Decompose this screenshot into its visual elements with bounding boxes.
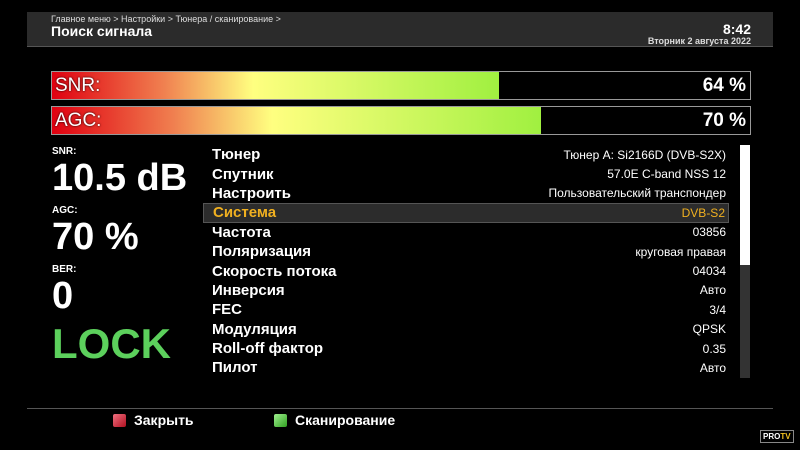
- clock: 8:42: [722, 21, 751, 37]
- param-key: Тюнер: [212, 146, 261, 164]
- param-value: Авто: [699, 360, 726, 375]
- snr-bar-percent: 64 %: [702, 75, 746, 96]
- snr-bar-fill: [52, 72, 499, 99]
- param-value: 04034: [692, 264, 726, 279]
- divider: [27, 408, 773, 409]
- channel-logo: PROTV: [760, 430, 794, 443]
- param-value: QPSK: [692, 322, 726, 337]
- header: Главное меню > Настройки > Тюнера / скан…: [27, 12, 773, 47]
- param-key: Поляризация: [212, 243, 312, 261]
- param-row[interactable]: Частота 03856: [203, 223, 729, 242]
- param-key: Спутник: [212, 165, 274, 183]
- param-key: Пилот: [212, 359, 258, 377]
- scrollbar-thumb[interactable]: [740, 145, 750, 265]
- snr-bar-label: SNR:: [55, 75, 101, 96]
- param-key: Roll-off фактор: [212, 340, 324, 358]
- param-value: DVB-S2: [681, 205, 725, 220]
- agc-bar-percent: 70 %: [702, 110, 746, 131]
- parameter-list: Тюнер Тюнер A: Si2166D (DVB-S2X) Спутник 57…: [203, 145, 729, 378]
- param-row[interactable]: Пилот Авто: [203, 358, 729, 377]
- param-row[interactable]: Скорость потока 04034: [203, 261, 729, 280]
- param-key: Настроить: [212, 184, 291, 202]
- param-value: Тюнер A: Si2166D (DVB-S2X): [563, 147, 727, 162]
- param-row[interactable]: Спутник 57.0E C-band NSS 12: [203, 164, 729, 183]
- param-row[interactable]: Система DVB-S2: [203, 203, 729, 223]
- param-value: 0.35: [702, 341, 726, 356]
- snr-bar: SNR: 64 %: [51, 71, 751, 100]
- param-key: Частота: [212, 223, 271, 241]
- close-button[interactable]: Закрыть: [113, 412, 194, 428]
- agc-label: AGC:: [52, 205, 78, 216]
- close-label: Закрыть: [134, 412, 194, 428]
- param-row[interactable]: Roll-off фактор 0.35: [203, 339, 729, 358]
- param-key: Инверсия: [212, 281, 285, 299]
- param-value: круговая правая: [635, 244, 726, 259]
- scan-label: Сканирование: [295, 412, 396, 428]
- param-row[interactable]: Инверсия Авто: [203, 281, 729, 300]
- param-value: 3/4: [709, 302, 726, 317]
- agc-bar-label: AGC:: [55, 110, 102, 131]
- param-key: FEC: [212, 301, 242, 319]
- param-key: Скорость потока: [212, 262, 337, 280]
- param-key: Модуляция: [212, 320, 297, 338]
- lock-status: LOCK: [52, 320, 171, 367]
- param-row[interactable]: FEC 3/4: [203, 300, 729, 319]
- param-value: Пользовательский транспондер: [548, 186, 726, 201]
- agc-bar-fill: [52, 107, 541, 134]
- param-value: 57.0E C-band NSS 12: [607, 167, 726, 182]
- scrollbar[interactable]: [740, 145, 750, 378]
- ber-value: 0: [52, 275, 74, 317]
- snr-label: SNR:: [52, 146, 77, 157]
- param-row[interactable]: Настроить Пользовательский транспондер: [203, 184, 729, 203]
- agc-value: 70 %: [52, 216, 139, 258]
- red-key-icon: [113, 413, 126, 427]
- param-row[interactable]: Тюнер Тюнер A: Si2166D (DVB-S2X): [203, 145, 729, 164]
- page-title: Поиск сигнала: [51, 23, 153, 39]
- param-row[interactable]: Поляризация круговая правая: [203, 242, 729, 261]
- scan-button[interactable]: Сканирование: [274, 412, 395, 428]
- param-row[interactable]: Модуляция QPSK: [203, 320, 729, 339]
- param-key: Система: [213, 204, 277, 222]
- param-value: 03856: [692, 225, 726, 240]
- breadcrumb: Главное меню > Настройки > Тюнера / скан…: [51, 14, 281, 24]
- agc-bar: AGC: 70 %: [51, 106, 751, 135]
- date: Вторник 2 августа 2022: [647, 36, 751, 46]
- green-key-icon: [274, 413, 287, 427]
- ber-label: BER:: [52, 264, 77, 275]
- param-value: Авто: [699, 283, 726, 298]
- snr-value: 10.5 dB: [52, 157, 188, 199]
